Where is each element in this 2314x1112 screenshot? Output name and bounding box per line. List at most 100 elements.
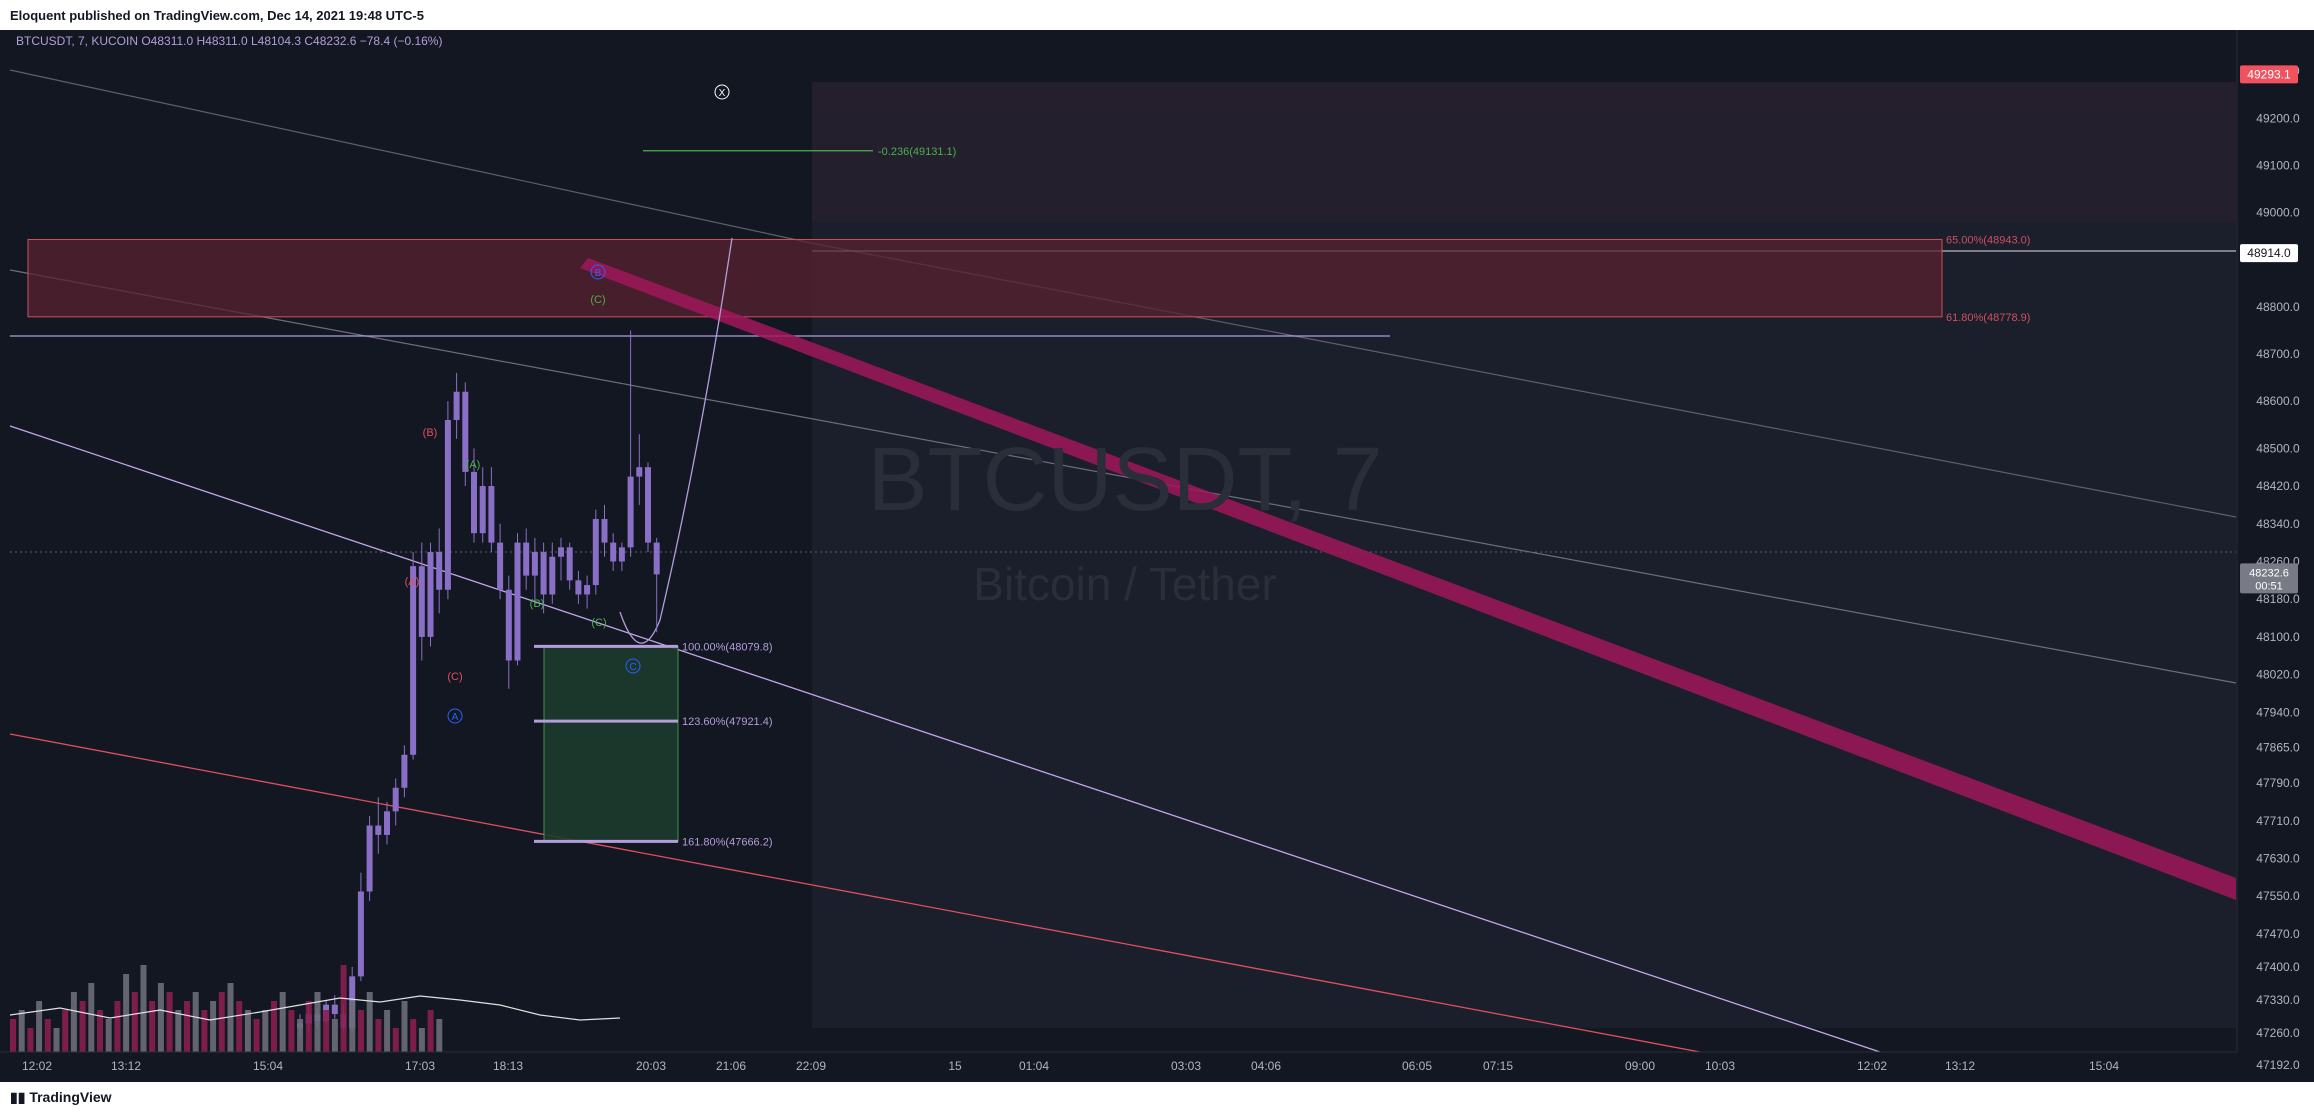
volume-bar — [218, 992, 225, 1052]
resistance-zone — [27, 238, 1943, 318]
candle-body — [636, 467, 643, 477]
candle-body — [566, 547, 573, 581]
candle-body — [410, 566, 417, 755]
x-tick-label: 15:04 — [2089, 1059, 2119, 1073]
candle-body — [610, 542, 617, 562]
y-tick-label: 48020.0 — [2256, 668, 2300, 682]
wave-label: X — [719, 88, 726, 99]
volume-bar — [114, 1001, 121, 1052]
x-tick-label: 07:15 — [1483, 1059, 1513, 1073]
volume-bar — [70, 992, 77, 1052]
candle-body — [497, 542, 504, 590]
volume-bar — [149, 1001, 156, 1052]
volume-bar — [88, 983, 95, 1052]
volume-bar — [131, 992, 138, 1052]
wave-label: (C) — [447, 671, 462, 683]
y-tick-label: 48600.0 — [2256, 394, 2300, 408]
footer-bar: ▮▮ TradingView — [0, 1082, 2314, 1112]
volume-bar — [305, 1001, 312, 1052]
logo-icon: ▮▮ — [10, 1089, 30, 1105]
y-tick-label: 47550.0 — [2256, 889, 2300, 903]
volume-bar — [157, 983, 164, 1052]
candle-body — [427, 552, 434, 637]
fib-label: 123.60%(47921.4) — [682, 716, 773, 728]
volume-bar — [27, 1028, 34, 1052]
volume-bar — [253, 1019, 260, 1052]
candle-body — [488, 486, 495, 543]
price-chart[interactable]: 65.00%(48943.0) 61.80%(48778.9) -0.236(491… — [0, 30, 2314, 1082]
trendline-upper — [9, 69, 812, 244]
candle-body — [505, 589, 512, 661]
x-tick-label: 13:12 — [1945, 1059, 1975, 1073]
candle-body — [523, 542, 530, 576]
candle-body — [418, 566, 425, 637]
candle-body — [444, 420, 451, 590]
y-tick-label: 47940.0 — [2256, 705, 2300, 719]
volume-bar — [331, 1019, 338, 1052]
price-tag — [2240, 65, 2298, 84]
y-tick-label: 49200.0 — [2256, 111, 2300, 125]
y-tick-label: 48100.0 — [2256, 630, 2300, 644]
volume-bar — [105, 1019, 112, 1052]
candle-body — [584, 585, 591, 595]
volume-bar — [427, 1010, 434, 1052]
candle-body — [514, 542, 521, 661]
volume-bar — [166, 992, 173, 1052]
x-tick-label: 09:00 — [1625, 1059, 1655, 1073]
volume-bar — [349, 1001, 356, 1052]
volume-bar — [279, 992, 286, 1052]
candle-body — [618, 547, 625, 562]
candle-body — [357, 891, 364, 977]
x-tick-label: 15 — [948, 1059, 962, 1073]
x-tick-label: 20:03 — [636, 1059, 666, 1073]
volume-bar — [392, 1028, 399, 1052]
y-axis: 49400.049300.049200.049100.049000.048800… — [2240, 30, 2300, 1072]
y-tick-label: 47790.0 — [2256, 776, 2300, 790]
y-tick-label: 48420.0 — [2256, 479, 2300, 493]
candle-body — [453, 391, 460, 421]
fib-label: 100.00%(48079.8) — [682, 641, 773, 653]
candle-body — [479, 486, 486, 534]
volume-bar — [62, 1010, 69, 1052]
candle-body — [653, 542, 660, 575]
y-tick-label: 48800.0 — [2256, 300, 2300, 314]
symbol-info: BTCUSDT, 7, KUCOIN O48311.0 H48311.0 L48… — [16, 34, 442, 48]
price-scale[interactable] — [2238, 30, 2314, 1052]
volume-bar — [418, 1028, 425, 1052]
candle-body — [401, 754, 408, 788]
y-tick-label: 48500.0 — [2256, 441, 2300, 455]
y-tick-label: 48180.0 — [2256, 592, 2300, 606]
candle-body — [592, 519, 599, 586]
volume-bar — [192, 992, 199, 1052]
candle-body — [645, 467, 651, 543]
y-tick-label: 47192.0 — [2256, 1058, 2300, 1072]
watermark-symbol: BTCUSDT, 7 — [867, 430, 1382, 530]
x-tick-label: 01:04 — [1019, 1059, 1049, 1073]
y-tick-label: 47330.0 — [2256, 993, 2300, 1007]
time-scale[interactable] — [0, 1052, 2314, 1082]
channel-line-purple — [9, 425, 1881, 1053]
future-region — [812, 82, 2236, 1028]
volume-bar — [97, 1010, 103, 1052]
wave-label: (C) — [591, 617, 606, 629]
wave-label: (B) — [530, 598, 545, 610]
fib-label: 65.00%(48943.0) — [1946, 234, 2030, 246]
volume-bar — [123, 974, 130, 1052]
volume-bar — [210, 1001, 217, 1052]
volume-bar — [184, 1001, 190, 1052]
pink-trend-band — [580, 258, 2236, 900]
projection-path — [619, 237, 733, 644]
volume-bar — [384, 1010, 391, 1052]
candle-body — [549, 556, 556, 595]
volume-bar — [288, 1010, 295, 1052]
candle-body — [540, 552, 547, 595]
x-tick-label: 21:06 — [716, 1059, 746, 1073]
x-tick-label: 03:03 — [1171, 1059, 1201, 1073]
wave-label: A — [452, 712, 459, 723]
price-tag — [2240, 244, 2298, 263]
tradingview-logo[interactable]: ▮▮ TradingView — [10, 1089, 112, 1106]
y-tick-label: 47400.0 — [2256, 960, 2300, 974]
wave-label: (A) — [405, 576, 420, 588]
x-tick-label: 22:09 — [796, 1059, 826, 1073]
x-tick-label: 12:02 — [1857, 1059, 1887, 1073]
